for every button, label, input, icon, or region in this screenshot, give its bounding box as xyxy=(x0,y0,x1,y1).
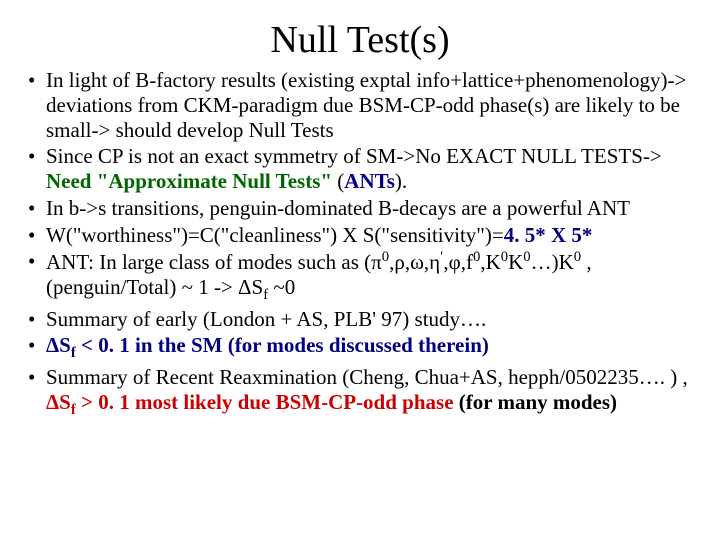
list-item: ANT: In large class of modes such as (π0… xyxy=(24,249,696,304)
bullet-text: K xyxy=(508,250,523,274)
bullet-text: ~0 xyxy=(268,275,295,299)
list-item: Summary of Recent Reaxmination (Cheng, C… xyxy=(24,365,696,419)
bullet-text: Since CP is not an exact symmetry of SM-… xyxy=(46,144,662,168)
bullet-text: Summary of Recent Reaxmination (Cheng, C… xyxy=(46,365,688,389)
bullet-text: ( xyxy=(332,169,344,193)
bold-text: (for many modes) xyxy=(454,390,618,414)
superscript: 0 xyxy=(501,249,508,265)
emph-red: ΔSf > 0. 1 most likely due BSM-CP-odd ph… xyxy=(46,390,454,414)
bullet-text: ANT: In large class of modes such as (π xyxy=(46,250,382,274)
emph-green: Need "Approximate Null Tests" xyxy=(46,169,332,193)
slide: Null Test(s) In light of B-factory resul… xyxy=(0,0,720,540)
emph-navy: ΔSf < 0. 1 in the SM (for modes discusse… xyxy=(46,333,489,357)
list-item: ΔSf < 0. 1 in the SM (for modes discusse… xyxy=(24,333,696,363)
bullet-text: In b->s transitions, penguin-dominated B… xyxy=(46,196,630,220)
bullet-text: ,ρ,ω,η xyxy=(389,250,440,274)
page-title: Null Test(s) xyxy=(24,18,696,62)
list-item: In light of B-factory results (existing … xyxy=(24,68,696,142)
list-item: Since CP is not an exact symmetry of SM-… xyxy=(24,144,696,194)
bullet-text: ,φ,f xyxy=(443,250,473,274)
list-item: Summary of early (London + AS, PLB' 97) … xyxy=(24,307,696,332)
list-item: In b->s transitions, penguin-dominated B… xyxy=(24,196,696,221)
superscript: 0 xyxy=(523,249,530,265)
bullet-list: In light of B-factory results (existing … xyxy=(24,68,696,419)
bullet-text: In light of B-factory results (existing … xyxy=(46,68,686,142)
bullet-text: ). xyxy=(395,169,407,193)
bullet-text: …)K xyxy=(531,250,574,274)
bullet-text: ,K xyxy=(480,250,500,274)
superscript: 0 xyxy=(382,249,389,265)
emph-navy: ANTs xyxy=(344,169,395,193)
bullet-text: W("worthiness")=C("cleanliness") X S("se… xyxy=(46,223,504,247)
emph-navy: 4. 5* X 5* xyxy=(504,223,593,247)
bullet-text: Summary of early (London + AS, PLB' 97) … xyxy=(46,307,486,331)
list-item: W("worthiness")=C("cleanliness") X S("se… xyxy=(24,223,696,248)
